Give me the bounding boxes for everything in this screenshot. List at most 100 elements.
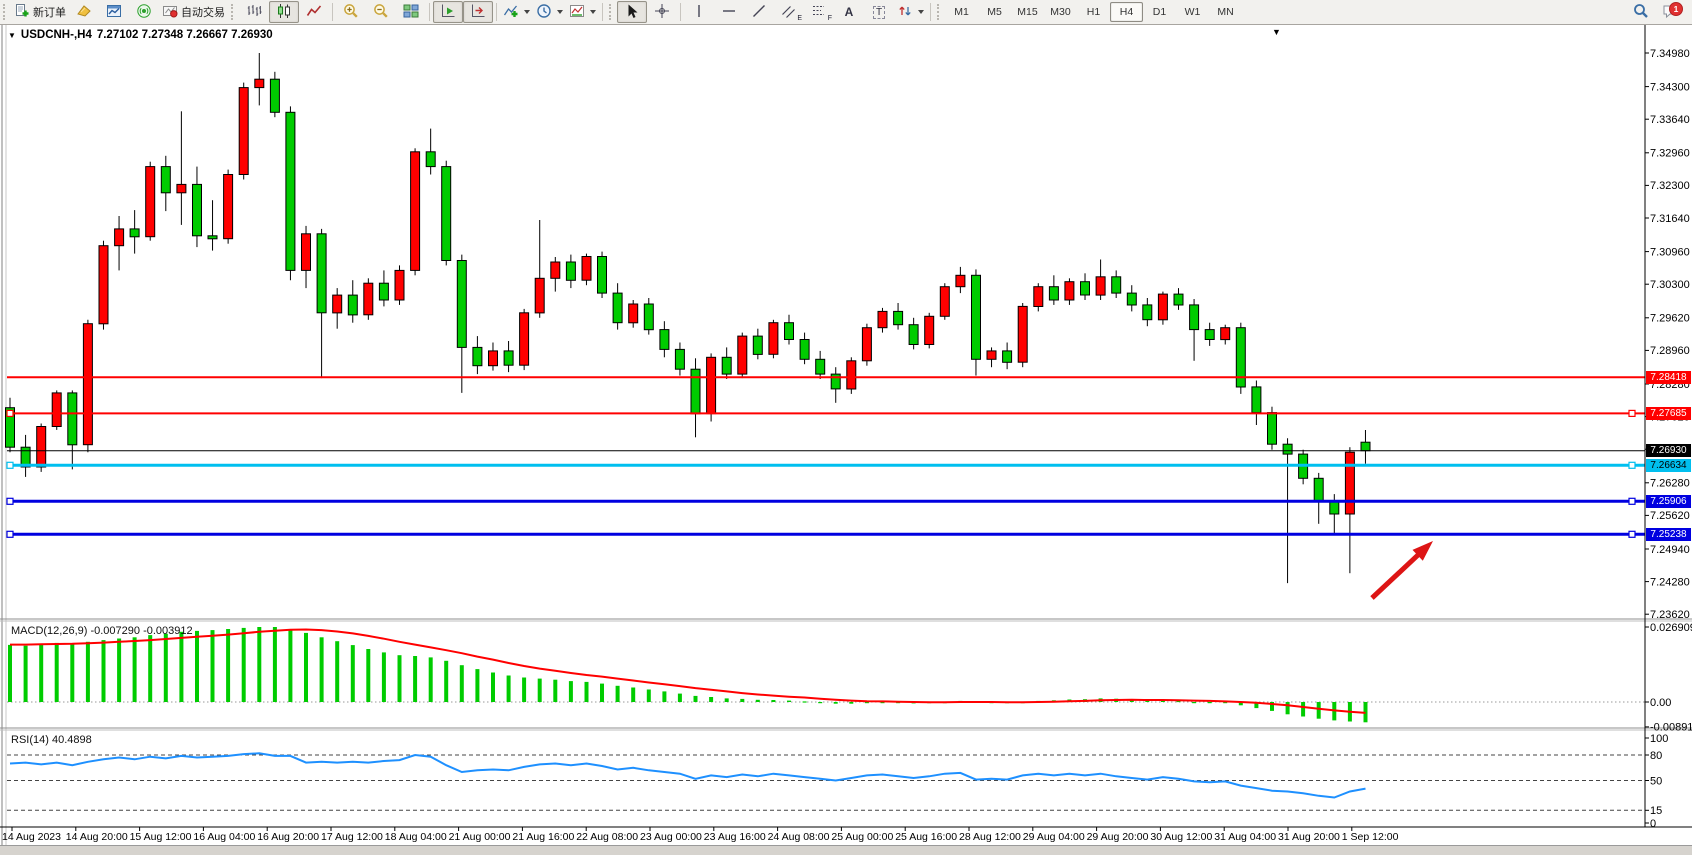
pane-splitter[interactable] bbox=[0, 618, 1692, 622]
chart-shift-icon bbox=[470, 3, 486, 22]
text-tool-button[interactable]: A bbox=[834, 1, 864, 23]
text-label-tool-button[interactable]: T bbox=[864, 1, 894, 23]
channel-sub-label: E bbox=[797, 15, 802, 22]
line-chart-mode-button[interactable] bbox=[299, 1, 329, 23]
toolbar-grip[interactable] bbox=[231, 4, 236, 20]
fibonacci-icon bbox=[811, 3, 827, 22]
price-tick-label: 7.32960 bbox=[1650, 148, 1690, 160]
templates-menu-button[interactable] bbox=[566, 1, 599, 23]
price-tick-label: 7.24940 bbox=[1650, 544, 1690, 556]
hline-support-1[interactable] bbox=[6, 461, 1645, 469]
rsi-axis[interactable]: 100 80 50 150 bbox=[1645, 733, 1668, 830]
new-order-button[interactable]: 新订单 bbox=[11, 1, 69, 23]
timeframe-mn-button[interactable]: MN bbox=[1217, 6, 1234, 18]
terminal-window-icon bbox=[106, 3, 122, 22]
bar-chart-mode-button[interactable] bbox=[239, 1, 269, 23]
hline-handle[interactable] bbox=[6, 497, 14, 505]
timeframe-m30-button[interactable]: M30 bbox=[1050, 6, 1071, 18]
meta-editor-button[interactable] bbox=[69, 1, 99, 23]
zoom-in-button[interactable] bbox=[336, 1, 366, 23]
auto-scroll-button[interactable] bbox=[433, 1, 463, 23]
fibonacci-tool-button[interactable]: F bbox=[804, 1, 834, 23]
window-bottom-edge bbox=[0, 845, 1692, 855]
zoom-in-icon bbox=[343, 3, 359, 22]
hline-handle[interactable] bbox=[6, 530, 14, 538]
terminal-window-button[interactable] bbox=[99, 1, 129, 23]
time-tick-label: 25 Aug 16:00 bbox=[895, 831, 957, 843]
macd-axis[interactable]: 0.026909 0.00 -0.008918 bbox=[1645, 622, 1692, 734]
cursor-tool-button[interactable] bbox=[617, 1, 647, 23]
macd-signal-line bbox=[10, 628, 1366, 714]
arrows-tool-button[interactable] bbox=[894, 1, 927, 23]
search-button[interactable] bbox=[1626, 1, 1656, 23]
symbol-dropdown-icon[interactable]: ▼ bbox=[8, 30, 16, 40]
auto-trading-button[interactable]: 自动交易 bbox=[159, 1, 228, 23]
tile-windows-icon bbox=[403, 3, 419, 22]
toolbar-grip[interactable] bbox=[3, 4, 8, 20]
chart-corner-dropdown-icon[interactable]: ▼ bbox=[1272, 27, 1281, 37]
line-chart-icon bbox=[306, 3, 322, 22]
hline-handle[interactable] bbox=[1628, 530, 1636, 538]
price-tick-label: 7.30960 bbox=[1650, 246, 1690, 258]
candlestick-series bbox=[5, 53, 1371, 584]
new-order-icon bbox=[14, 3, 30, 22]
candlestick-mode-button[interactable] bbox=[269, 1, 299, 23]
text-tool-icon: A bbox=[844, 5, 854, 19]
chart-background[interactable] bbox=[0, 25, 1692, 845]
fibonacci-sub-label: F bbox=[827, 15, 832, 22]
chart-symbol-period: USDCNH-,H4 bbox=[20, 29, 92, 41]
chart-shift-button[interactable] bbox=[463, 1, 493, 23]
toolbar-separator bbox=[602, 3, 603, 21]
rsi-tick-label: 100 bbox=[1650, 733, 1668, 745]
rsi-line bbox=[9, 752, 1366, 799]
trend-arrow-annotation[interactable] bbox=[1370, 541, 1433, 600]
price-tick-label: 7.28960 bbox=[1650, 345, 1690, 357]
time-tick-label: 31 Aug 20:00 bbox=[1278, 831, 1340, 843]
price-level-badge-resistance-2: 7.27685 bbox=[1646, 406, 1691, 420]
rsi-tick-label: 0 bbox=[1650, 818, 1656, 830]
equidistant-channel-tool-button[interactable]: E bbox=[774, 1, 804, 23]
price-tick-label: 7.26280 bbox=[1650, 478, 1690, 490]
hline-handle[interactable] bbox=[6, 409, 14, 417]
timeframe-h4-button[interactable]: H4 bbox=[1110, 2, 1143, 22]
timeframe-d1-button[interactable]: D1 bbox=[1152, 6, 1167, 18]
trendline-tool-button[interactable] bbox=[744, 1, 774, 23]
dropdown-caret-icon bbox=[557, 10, 563, 14]
hline-handle[interactable] bbox=[1628, 409, 1636, 417]
toolbar-grip[interactable] bbox=[937, 4, 942, 20]
timeframe-h1-button[interactable]: H1 bbox=[1086, 6, 1101, 18]
zoom-out-button[interactable] bbox=[366, 1, 396, 23]
hline-handle[interactable] bbox=[1628, 497, 1636, 505]
price-tick-label: 7.30300 bbox=[1650, 279, 1690, 291]
price-tick-label: 7.34300 bbox=[1650, 81, 1690, 93]
periods-menu-button[interactable] bbox=[533, 1, 566, 23]
time-axis[interactable]: 14 Aug 2023 14 Aug 20:00 15 Aug 12:00 16 Au… bbox=[2, 827, 1399, 843]
horizontal-line-tool-button[interactable] bbox=[714, 1, 744, 23]
price-tick-label: 7.24280 bbox=[1650, 576, 1690, 588]
timeframe-m1-button[interactable]: M1 bbox=[954, 6, 969, 18]
crosshair-icon bbox=[654, 3, 670, 22]
macd-tick-label: 0.00 bbox=[1650, 697, 1671, 709]
tile-windows-button[interactable] bbox=[396, 1, 426, 23]
timeframe-m5-button[interactable]: M5 bbox=[987, 6, 1002, 18]
time-tick-label: 21 Aug 16:00 bbox=[512, 831, 574, 843]
pane-splitter[interactable] bbox=[0, 727, 1692, 731]
time-tick-label: 22 Aug 08:00 bbox=[576, 831, 638, 843]
hline-resistance-2[interactable] bbox=[6, 409, 1645, 417]
hline-handle[interactable] bbox=[1628, 461, 1636, 469]
vertical-line-tool-button[interactable] bbox=[684, 1, 714, 23]
hline-handle[interactable] bbox=[6, 461, 14, 469]
timeframe-m15-button[interactable]: M15 bbox=[1017, 6, 1038, 18]
time-tick-label: 29 Aug 20:00 bbox=[1087, 831, 1149, 843]
crosshair-tool-button[interactable] bbox=[647, 1, 677, 23]
hline-support-2[interactable] bbox=[6, 497, 1645, 505]
price-level-badge-support-1: 7.26634 bbox=[1646, 458, 1691, 472]
indicators-menu-button[interactable] bbox=[500, 1, 533, 23]
chat-button[interactable]: 1 bbox=[1656, 1, 1686, 23]
timeframe-w1-button[interactable]: W1 bbox=[1184, 6, 1201, 18]
hline-support-3[interactable] bbox=[6, 530, 1645, 538]
time-tick-label: 21 Aug 00:00 bbox=[449, 831, 511, 843]
toolbar-grip[interactable] bbox=[609, 4, 614, 20]
signals-button[interactable] bbox=[129, 1, 159, 23]
